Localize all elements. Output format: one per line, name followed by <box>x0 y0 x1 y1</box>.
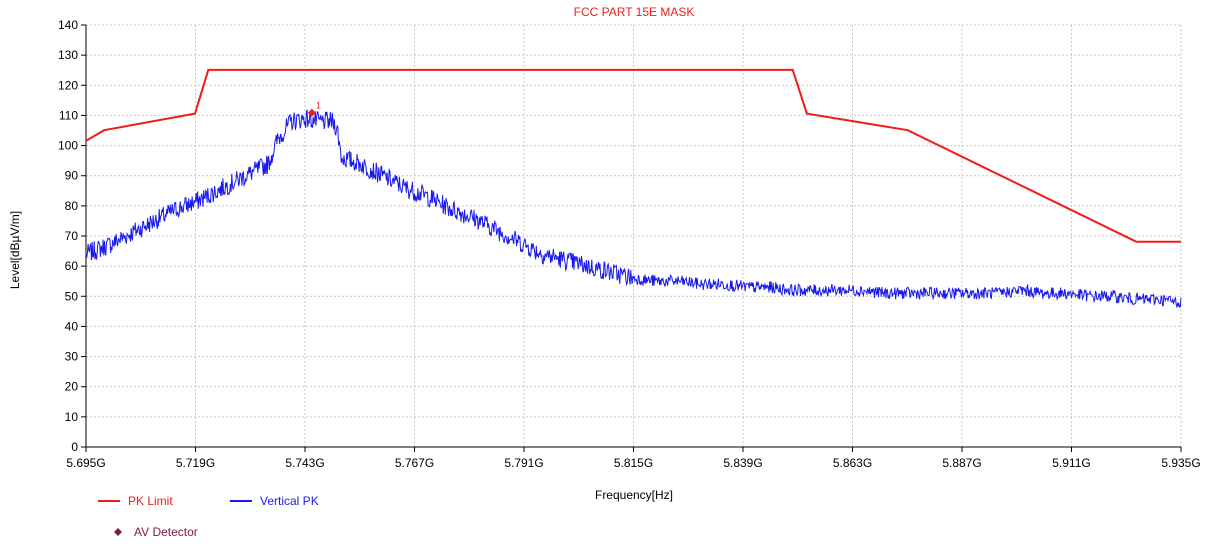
y-tick-label: 110 <box>59 108 78 122</box>
x-tick-label: 5.887G <box>942 456 981 470</box>
grid <box>86 24 1182 447</box>
axes: 0 10 20 30 40 50 60 70 80 90 100 110 120 130 140 5.695G… <box>58 18 1201 470</box>
marker-label: 1 <box>316 101 321 111</box>
y-tick-label: 90 <box>65 169 79 183</box>
x-tick-label: 5.743G <box>285 456 324 470</box>
x-tick-label: 5.911G <box>1052 456 1090 470</box>
y-tick-label: 120 <box>58 78 78 92</box>
y-tick-label: 100 <box>58 139 78 153</box>
marker-layer: 1 <box>307 101 321 117</box>
legend-label: Vertical PK <box>260 494 319 508</box>
marker-point <box>307 108 316 117</box>
y-tick-label: 60 <box>65 259 79 273</box>
x-tick-label: 5.839G <box>723 456 762 470</box>
y-axis-title: Level[dBµV/m] <box>8 211 22 289</box>
x-tick-label: 5.815G <box>614 456 653 470</box>
y-tick-label: 140 <box>58 18 78 32</box>
x-axis-title: Frequency[Hz] <box>595 488 673 502</box>
legend-label: PK Limit <box>128 494 173 508</box>
legend-marker-swatch <box>114 528 122 536</box>
y-tick-label: 0 <box>71 440 78 454</box>
series-line-pk-limit <box>85 68 1181 243</box>
y-tick-label: 10 <box>65 410 79 424</box>
chart-title: FCC PART 15E MASK <box>574 5 695 19</box>
legend-label: AV Detector <box>134 525 198 539</box>
x-tick-label: 5.863G <box>833 456 872 470</box>
x-tick-label: 5.719G <box>176 456 215 470</box>
x-tick-label: 5.935G <box>1161 456 1200 470</box>
x-tick-label: 5.695G <box>66 456 105 470</box>
series-layer <box>85 68 1182 308</box>
y-tick-label: 20 <box>65 380 79 394</box>
y-tick-label: 130 <box>58 48 78 62</box>
y-tick-label: 80 <box>65 199 79 213</box>
series-line-vertical-pk <box>85 108 1182 308</box>
x-tick-label: 5.767G <box>395 456 434 470</box>
legend: PK Limit Vertical PK AV Detector <box>98 494 319 539</box>
y-tick-label: 40 <box>65 319 79 333</box>
y-tick-label: 70 <box>65 229 79 243</box>
y-tick-label: 50 <box>65 289 79 303</box>
x-tick-label: 5.791G <box>504 456 543 470</box>
y-tick-label: 30 <box>65 350 79 364</box>
